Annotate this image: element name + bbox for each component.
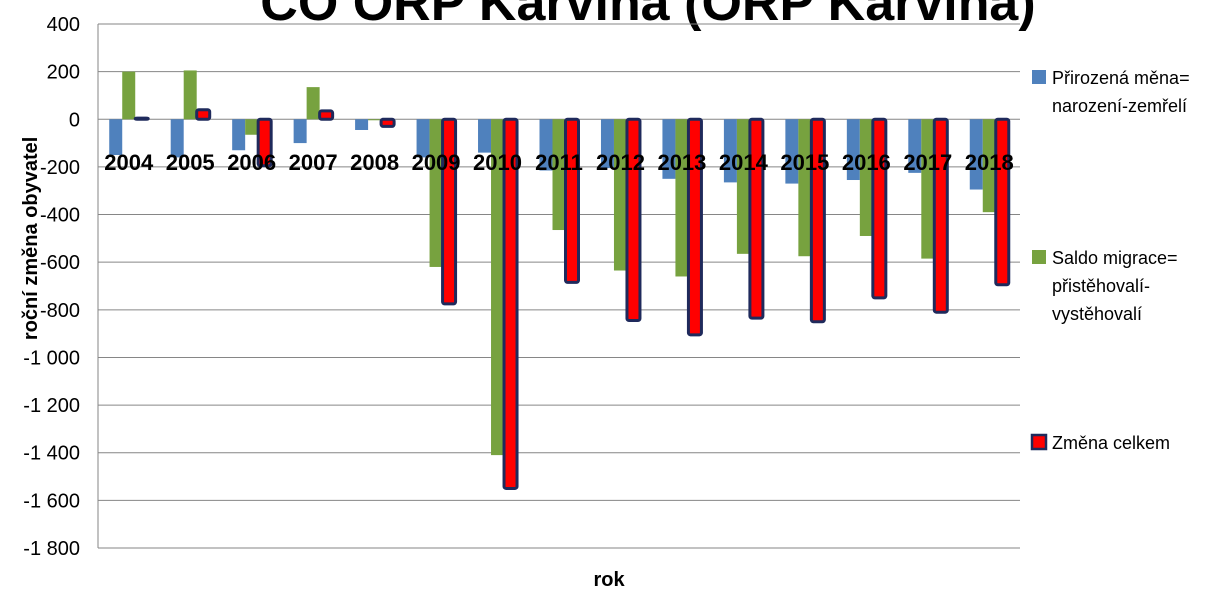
bar-1-2017 [908,119,922,173]
x-tick-label: 2010 [473,150,522,175]
bar-3-2007 [318,109,335,121]
x-axis-title: rok [593,569,625,590]
bar-1-2018 [969,119,983,190]
bar-2-2017 [921,119,935,259]
bar-3-2005 [195,108,212,121]
bar-3-2015 [809,117,826,324]
x-tick-label: 2017 [903,150,952,175]
bar-1-2010 [478,119,492,153]
y-tick-labels: 400 200 0 -200 -400 -600 -800 -1 000 -1 200 -1 40… [23,14,80,560]
bar-1-2005 [170,119,184,158]
y-tick-label: -1 000 [23,347,80,369]
x-tick-labels: 2004 2005 2006 2007 2008 2009 2010 2011 2012 2013… [104,150,1013,175]
y-tick-label: -1 800 [23,538,80,560]
y-tick-label: 0 [69,109,80,131]
bar-2-2010 [491,119,505,456]
bar-3-2012 [625,117,642,323]
bars [109,70,1011,490]
legend-swatch-2 [1032,250,1046,264]
bar-3-2016 [871,117,888,300]
legend-swatch-3 [1030,433,1048,451]
bar-3-2006 [256,117,273,168]
legend-label: vystěhovalí [1052,304,1142,324]
bar-1-2006 [232,119,246,151]
legend: Přirozená měna= narození-zemřelí Saldo mig… [1030,68,1190,453]
bar-2-2009 [429,119,443,267]
x-tick-label: 2015 [780,150,829,175]
bar-2-2005 [183,70,197,120]
bar-3-2014 [748,117,765,320]
legend-label: narození-zemřelí [1052,96,1187,116]
bar-1-2012 [600,119,614,169]
y-tick-label: -600 [40,252,80,274]
bar-2-2015 [798,119,812,257]
bar-3-2013 [686,117,703,337]
bar-2-2006 [245,119,259,135]
bar-2-2004 [122,71,136,120]
bar-2-2014 [736,119,750,254]
y-tick-label: -400 [40,205,80,227]
bar-1-2014 [723,119,737,183]
x-tick-label: 2006 [227,150,276,175]
x-tick-label: 2011 [535,150,583,175]
bar-2-2012 [613,119,627,271]
bar-3-2010 [502,117,519,490]
bar-2-2007 [306,87,320,120]
bar-3-2009 [441,117,458,306]
x-tick-label: 2018 [965,150,1014,175]
axes: roční změna obyvatel rok [20,24,625,590]
bar-1-2011 [539,119,553,171]
bar-1-2015 [785,119,799,184]
bar-2-2011 [552,119,566,231]
bar-1-2016 [846,119,860,181]
bar-3-2011 [564,117,580,284]
x-tick-label: 2016 [842,150,891,175]
y-axis-title: roční změna obyvatel [20,137,42,340]
y-tick-label: -1 600 [23,490,80,512]
bar-1-2008 [355,119,369,130]
y-tick-label: -800 [40,300,80,322]
legend-swatch-1 [1032,70,1046,84]
bar-3-2008 [379,117,396,128]
bar-1-2004 [109,119,123,155]
y-tick-label: -1 400 [23,443,80,465]
x-tick-label: 2013 [657,150,706,175]
x-tick-label: 2014 [719,150,769,175]
bar-1-2013 [662,119,676,179]
y-tick-label: -1 200 [23,395,80,417]
x-tick-label: 2007 [289,150,338,175]
x-tick-label: 2005 [166,150,215,175]
bar-2-2016 [859,119,873,236]
legend-label: Změna celkem [1052,433,1170,453]
chart-title: CO ORP Karviná (ORP Karviná) [260,0,1035,32]
bar-1-2009 [416,119,430,158]
legend-label: Saldo migrace= [1052,248,1178,268]
x-tick-label: 2012 [596,150,645,175]
legend-label: Přirozená měna= [1052,68,1190,88]
bar-3-2017 [932,117,949,314]
bar-3-2004 [133,116,150,121]
bar-3-2018 [994,117,1011,287]
x-tick-label: 2008 [350,150,399,175]
y-tick-label: 400 [47,14,80,36]
bar-1-2007 [293,119,307,144]
y-tick-label: -200 [40,157,80,179]
x-tick-label: 2004 [104,150,154,175]
legend-label: přistěhovalí- [1052,276,1150,296]
bar-2-2018 [982,119,996,213]
y-tick-label: 200 [47,62,80,84]
x-tick-label: 2009 [412,150,461,175]
bar-2-2008 [368,119,382,121]
bar-2-2013 [675,119,689,277]
